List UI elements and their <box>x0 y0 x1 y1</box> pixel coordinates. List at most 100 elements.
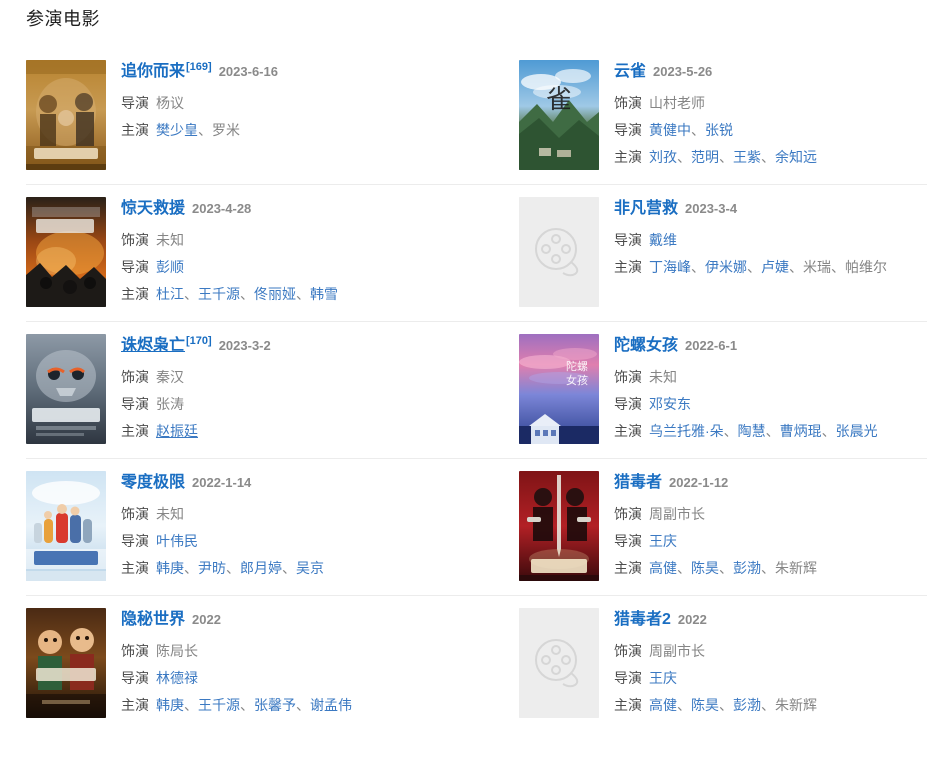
role-line: 饰演 山村老师 <box>614 90 927 117</box>
movie-poster[interactable] <box>26 334 106 444</box>
director-label: 导演 <box>121 670 149 686</box>
name-separator: 、 <box>677 149 691 165</box>
person-link[interactable]: 王千源 <box>198 697 240 713</box>
person-link[interactable]: 彭顺 <box>156 259 184 275</box>
movie-title-link[interactable]: 猎毒者2 <box>614 611 671 628</box>
movie-title-line: 云雀 2023-5-26 <box>614 61 927 83</box>
director-line: 导演 王庆 <box>614 665 927 692</box>
person-name: 朱新辉 <box>775 697 817 713</box>
person-link[interactable]: 张锐 <box>705 122 733 138</box>
person-link[interactable]: 余知远 <box>775 149 817 165</box>
person-link[interactable]: 高健 <box>649 560 677 576</box>
movie-title-line: 非凡营救 2023-3-4 <box>614 198 927 220</box>
movie-cell: 诛烬枭亡[170] 2023-3-2 饰演 秦汉 导演 张涛 主演 赵振廷 <box>26 322 519 458</box>
role-value: 陈局长 <box>156 643 198 659</box>
starring-label: 主演 <box>614 697 642 713</box>
name-separator: 、 <box>296 286 310 302</box>
movie-title-link[interactable]: 零度极限 <box>121 474 186 491</box>
movie-poster[interactable] <box>519 471 599 581</box>
role-line: 饰演 未知 <box>121 501 519 528</box>
movie-title-link[interactable]: 云雀 <box>614 63 647 80</box>
name-separator: 、 <box>296 697 310 713</box>
role-label: 饰演 <box>121 369 149 385</box>
movie-poster[interactable] <box>26 471 106 581</box>
movie-title-link[interactable]: 诛烬枭亡 <box>121 337 186 354</box>
person-link[interactable]: 郎月婷 <box>240 560 282 576</box>
starring-label: 主演 <box>614 259 642 275</box>
person-link[interactable]: 王庆 <box>649 533 677 549</box>
person-link[interactable]: 邓安东 <box>649 396 691 412</box>
person-link[interactable]: 尹昉 <box>198 560 226 576</box>
role-label: 饰演 <box>614 506 642 522</box>
reference-link[interactable]: [170] <box>186 334 212 347</box>
person-link[interactable]: 乌兰托雅·朵 <box>649 423 724 439</box>
movie-title-link[interactable]: 隐秘世界 <box>121 611 186 628</box>
name-separator: 、 <box>761 697 775 713</box>
director-label: 导演 <box>614 670 642 686</box>
role-line: 饰演 秦汉 <box>121 364 519 391</box>
movie-title-link[interactable]: 非凡营救 <box>614 200 679 217</box>
starring-label: 主演 <box>121 286 149 302</box>
movie-title-link[interactable]: 陀螺女孩 <box>614 337 679 354</box>
person-link[interactable]: 刘孜 <box>649 149 677 165</box>
person-link[interactable]: 高健 <box>649 697 677 713</box>
release-date: 2023-4-28 <box>192 201 252 216</box>
person-link[interactable]: 赵振廷 <box>156 423 198 439</box>
movie-poster[interactable] <box>26 608 106 718</box>
role-line: 饰演 未知 <box>614 364 927 391</box>
movie-poster[interactable] <box>26 60 106 170</box>
person-link[interactable]: 卢婕 <box>761 259 789 275</box>
person-link[interactable]: 韩庚 <box>156 560 184 576</box>
movie-title-link[interactable]: 追你而来 <box>121 63 186 80</box>
person-link[interactable]: 杜江 <box>156 286 184 302</box>
person-link[interactable]: 戴维 <box>649 232 677 248</box>
person-link[interactable]: 叶伟民 <box>156 533 198 549</box>
person-link[interactable]: 张馨予 <box>254 697 296 713</box>
person-link[interactable]: 樊少皇 <box>156 122 198 138</box>
starring-line: 主演 刘孜、范明、王紫、余知远 <box>614 144 927 171</box>
release-date: 2023-3-4 <box>685 201 738 216</box>
person-link[interactable]: 陈昊 <box>691 560 719 576</box>
person-link[interactable]: 陶慧 <box>737 423 766 439</box>
person-link[interactable]: 伊米娜 <box>705 259 747 275</box>
person-link[interactable]: 王庆 <box>649 670 677 686</box>
director-label: 导演 <box>614 396 642 412</box>
person-link[interactable]: 吴京 <box>296 560 324 576</box>
svg-text:女孩: 女孩 <box>566 373 588 387</box>
movie-poster[interactable] <box>26 197 106 307</box>
person-link[interactable]: 陈昊 <box>691 697 719 713</box>
person-link[interactable]: 丁海峰 <box>649 259 691 275</box>
person-link[interactable]: 韩雪 <box>310 286 338 302</box>
person-link[interactable]: 范明 <box>691 149 719 165</box>
person-link[interactable]: 曹炳琨 <box>779 423 822 439</box>
release-date: 2022-1-12 <box>669 475 729 490</box>
person-link[interactable]: 韩庚 <box>156 697 184 713</box>
starring-label: 主演 <box>121 697 149 713</box>
name-separator: 、 <box>240 697 254 713</box>
person-link[interactable]: 张晨光 <box>835 423 878 439</box>
name-separator: 、 <box>831 259 845 275</box>
starring-line: 主演 樊少皇、罗米 <box>121 117 519 144</box>
person-link[interactable]: 谢孟伟 <box>310 697 352 713</box>
movie-poster[interactable]: 陀螺 女孩 <box>519 334 599 444</box>
person-link[interactable]: 彭渤 <box>733 697 761 713</box>
role-label: 饰演 <box>614 95 642 111</box>
person-link[interactable]: 黄健中 <box>649 122 691 138</box>
starring-line: 主演 乌兰托雅·朵、陶慧、曹炳琨、张晨光 <box>614 418 927 445</box>
director-line: 导演 杨议 <box>121 90 519 117</box>
person-link[interactable]: 王紫 <box>733 149 761 165</box>
role-value: 未知 <box>156 232 184 248</box>
movie-poster[interactable]: 雀 <box>519 60 599 170</box>
movie-cell: 非凡营救 2023-3-4 导演 戴维 主演 丁海峰、伊米娜、卢婕、米瑞、帕维尔 <box>519 185 927 321</box>
movie-info: 猎毒者 2022-1-12 饰演 周副市长 导演 王庆 主演 高健、陈昊、彭渤、朱新辉 <box>614 471 927 582</box>
person-name: 杨议 <box>156 95 184 111</box>
movie-title-link[interactable]: 猎毒者 <box>614 474 663 491</box>
movie-title-link[interactable]: 惊天救援 <box>121 200 186 217</box>
person-link[interactable]: 佟丽娅 <box>254 286 296 302</box>
person-link[interactable]: 彭渤 <box>733 560 761 576</box>
reference-link[interactable]: [169] <box>186 60 212 73</box>
person-link[interactable]: 王千源 <box>198 286 240 302</box>
starring-line: 主演 韩庚、王千源、张馨予、谢孟伟 <box>121 692 519 719</box>
person-link[interactable]: 林德禄 <box>156 670 198 686</box>
starring-label: 主演 <box>121 122 149 138</box>
